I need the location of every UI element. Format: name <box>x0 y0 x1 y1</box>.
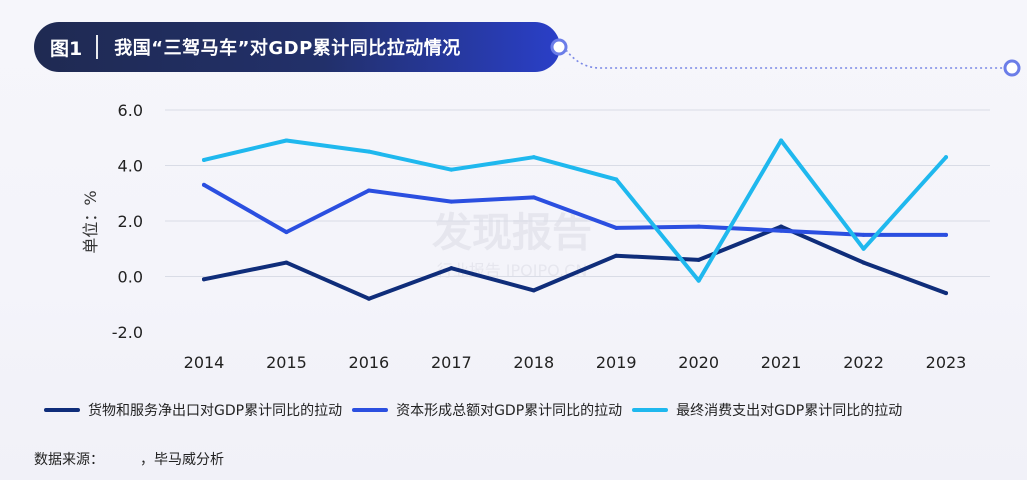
data-point <box>449 266 454 271</box>
y-tick-label: 6.0 <box>118 101 143 120</box>
data-point <box>449 167 454 172</box>
figure-title: 我国“三驾马车”对GDP累计同比拉动情况 <box>114 38 461 59</box>
data-point <box>202 182 206 187</box>
y-tick-label: 2.0 <box>118 212 143 231</box>
connector-ring-icon <box>550 38 568 56</box>
series-line-capital-formation <box>202 182 948 237</box>
data-point <box>449 199 454 204</box>
data-point <box>944 232 948 237</box>
source-label: 数据来源： <box>34 452 104 468</box>
x-tick-label: 2014 <box>184 353 225 372</box>
y-tick-label: 0.0 <box>118 268 143 287</box>
data-point <box>366 149 371 154</box>
series-line-final-consumption <box>202 138 948 283</box>
connector-end-ring-icon <box>1003 59 1021 77</box>
data-point <box>779 228 784 233</box>
y-tick-label: 4.0 <box>118 157 143 176</box>
data-point <box>944 155 948 160</box>
legend-item-capital-formation: 资本形成总额对GDP累计同比的拉动 <box>352 400 622 420</box>
data-point <box>284 230 289 235</box>
x-tick-label: 2020 <box>678 353 719 372</box>
y-axis-label: 单位：% <box>81 190 100 253</box>
legend-swatch-capital-formation <box>352 408 389 412</box>
data-point <box>696 224 701 229</box>
series-line-net-exports <box>202 224 948 301</box>
data-point <box>366 188 371 193</box>
data-source-note: 数据来源： ，毕马威分析 <box>34 449 224 469</box>
data-point <box>614 253 619 258</box>
title-connector-decoration <box>550 38 1021 77</box>
legend-item-net-exports: 货物和服务净出口对GDP累计同比的拉动 <box>44 400 342 420</box>
watermark: 发现报告 行业报告 IPOIPO.CN <box>432 210 592 280</box>
legend-item-final-consumption: 最终消费支出对GDP累计同比的拉动 <box>632 400 902 420</box>
title-divider <box>96 35 99 59</box>
data-point <box>779 138 784 143</box>
data-point <box>779 224 784 229</box>
x-tick-label: 2018 <box>513 353 554 372</box>
chart-legend: 货物和服务净出口对GDP累计同比的拉动 资本形成总额对GDP累计同比的拉动 最终… <box>44 399 1024 421</box>
x-tick-label: 2017 <box>431 353 472 372</box>
figure-number: 图1 <box>50 37 83 60</box>
data-point <box>614 225 619 230</box>
data-point <box>861 246 866 251</box>
figure-title-banner: 图1 我国“三驾马车”对GDP累计同比拉动情况 <box>34 22 560 72</box>
x-tick-label: 2016 <box>349 353 390 372</box>
connector-dotted-line <box>565 49 1005 69</box>
data-point <box>531 155 536 160</box>
x-tick-label: 2019 <box>596 353 637 372</box>
data-point <box>696 257 701 262</box>
x-tick-label: 2021 <box>761 353 802 372</box>
data-point <box>614 177 619 182</box>
legend-swatch-final-consumption <box>632 408 669 412</box>
data-point <box>861 260 866 265</box>
data-point <box>861 232 866 237</box>
data-point <box>284 138 289 143</box>
y-tick-labels: 6.0 4.0 2.0 0.0 -2.0 <box>112 101 143 342</box>
x-tick-label: 2015 <box>266 353 307 372</box>
x-tick-label: 2023 <box>926 353 967 372</box>
legend-label-net-exports: 货物和服务净出口对GDP累计同比的拉动 <box>88 403 343 419</box>
gridlines <box>165 109 990 277</box>
source-text: ，毕马威分析 <box>140 452 224 468</box>
data-point <box>284 260 289 265</box>
legend-swatch-net-exports <box>44 408 80 412</box>
legend-label-final-consumption: 最终消费支出对GDP累计同比的拉动 <box>676 403 903 419</box>
x-tick-label: 2022 <box>843 353 884 372</box>
legend-label-capital-formation: 资本形成总额对GDP累计同比的拉动 <box>396 403 623 419</box>
data-point <box>366 296 371 301</box>
watermark-brand: 发现报告 <box>432 210 592 256</box>
data-point <box>944 291 948 296</box>
data-point <box>696 278 701 283</box>
data-point <box>531 195 536 200</box>
y-tick-label: -2.0 <box>112 323 143 342</box>
data-point <box>531 288 536 293</box>
series-lines <box>202 138 948 301</box>
data-point <box>202 157 206 162</box>
data-point <box>202 277 206 282</box>
x-tick-labels: 2014 2015 2016 2017 2018 2019 2020 2021 2022 2023 <box>184 353 967 372</box>
